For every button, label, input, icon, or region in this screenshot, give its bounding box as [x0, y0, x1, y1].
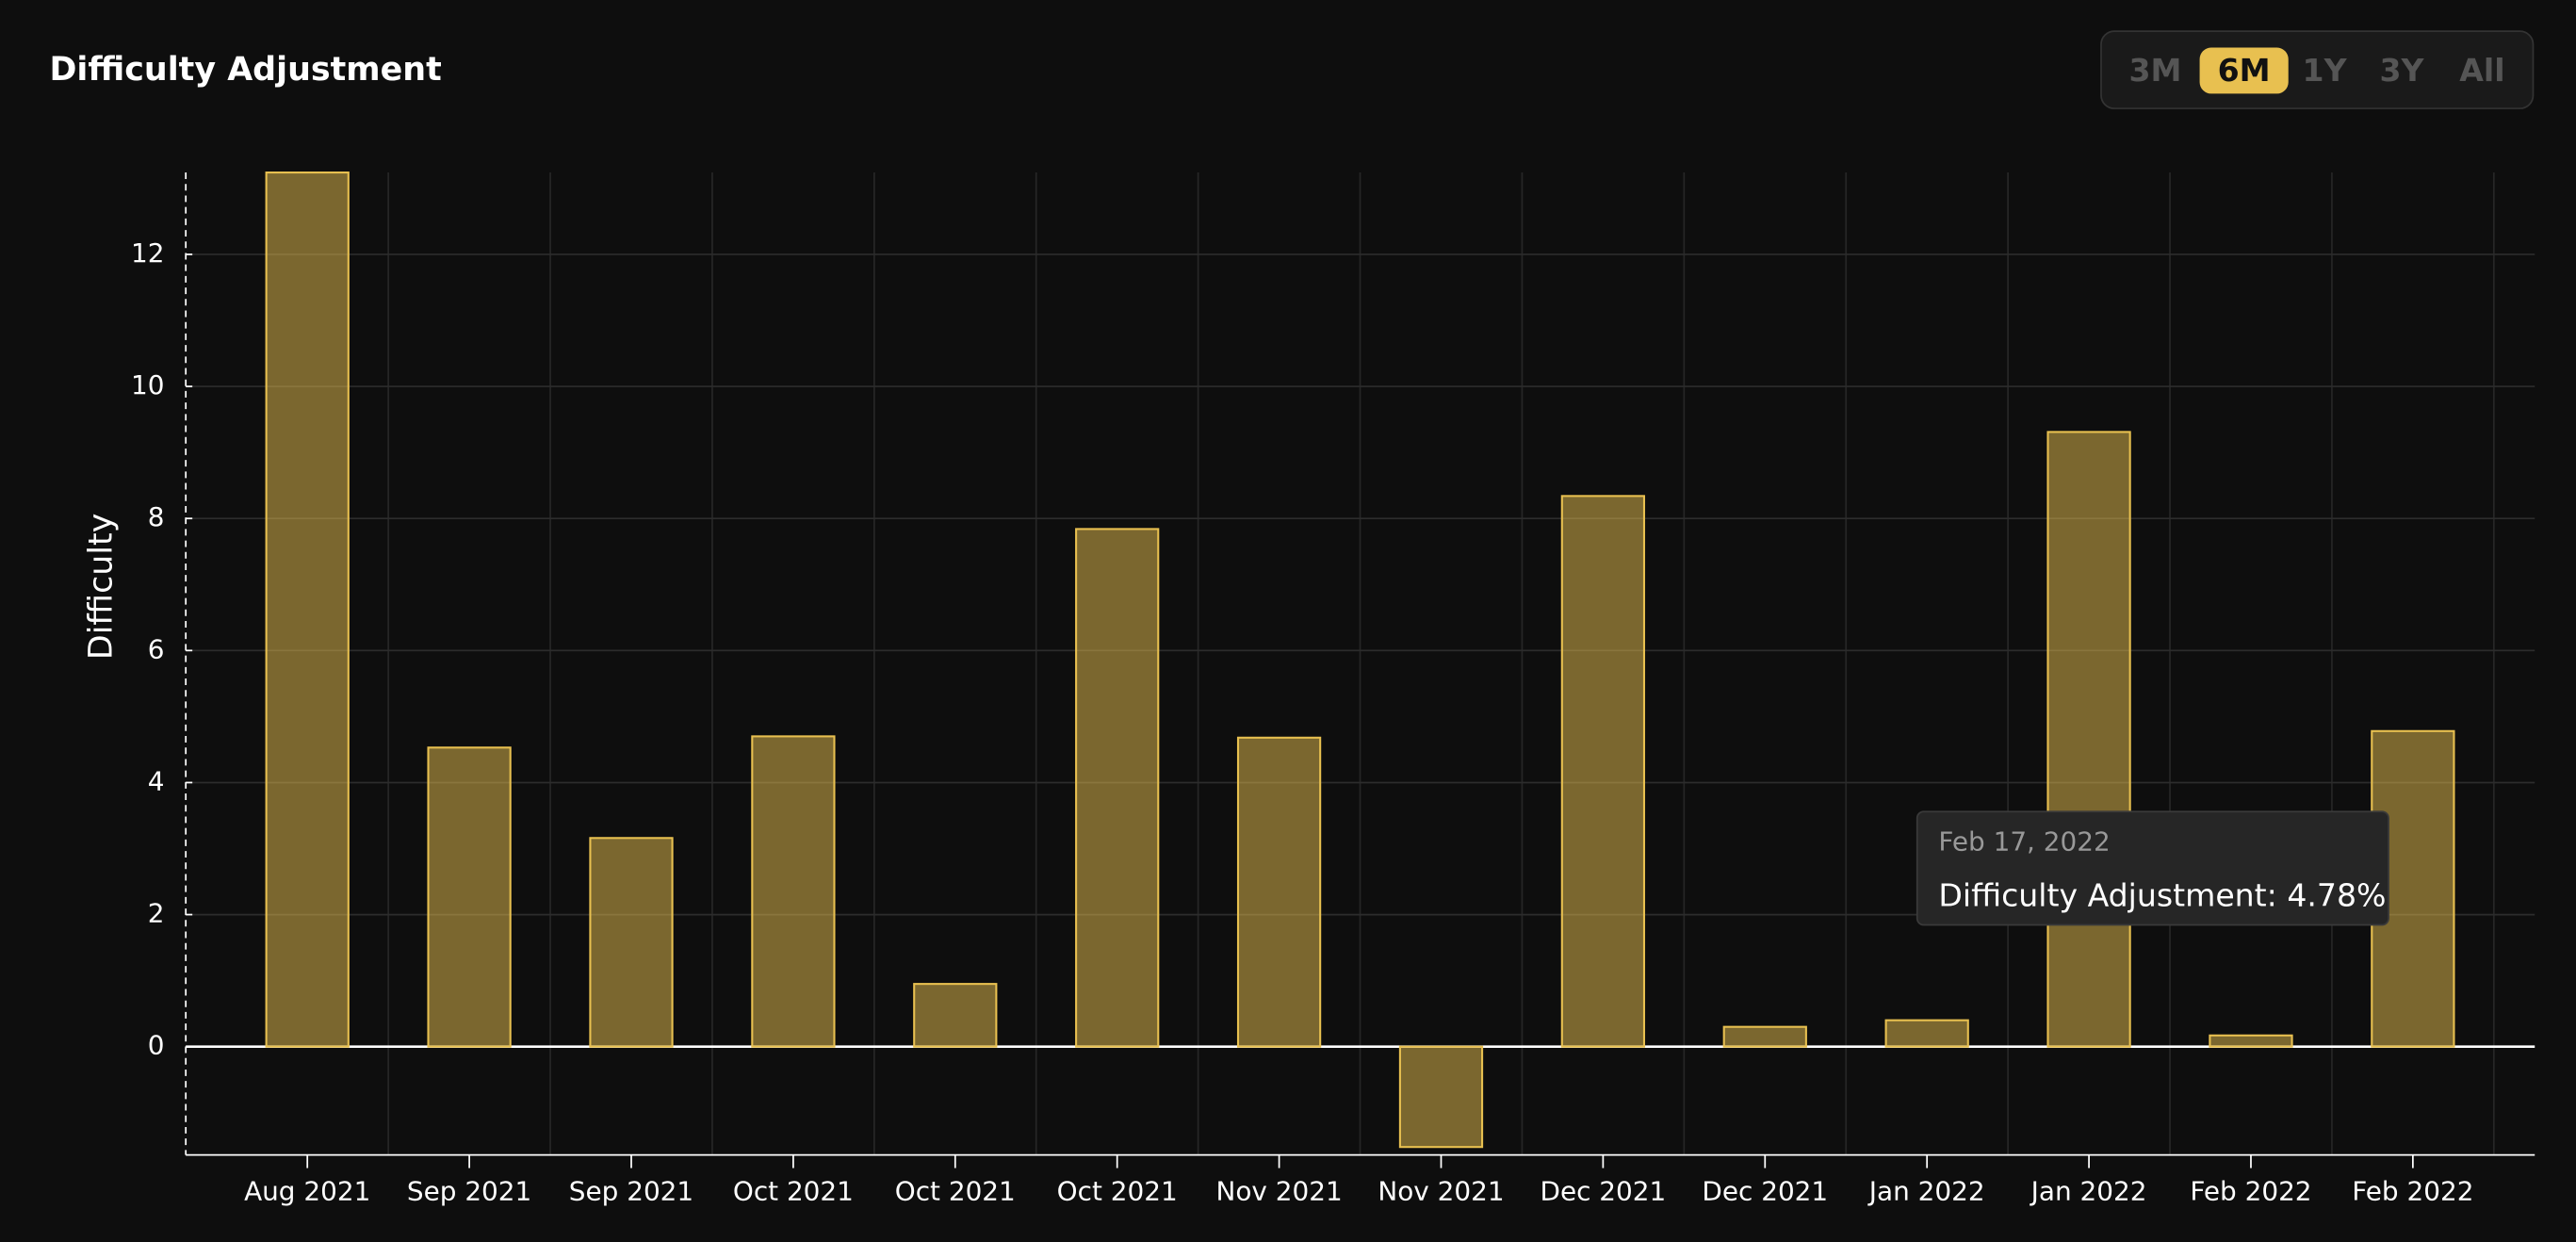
range-button[interactable]: 6M	[2218, 52, 2271, 89]
x-tick-label: Nov 2021	[1378, 1176, 1504, 1207]
y-tick-label: 12	[131, 237, 164, 269]
tooltip-text: Difficulty Adjustment: 4.78%	[1938, 876, 2386, 913]
x-tick-label: Feb 2022	[2352, 1176, 2473, 1207]
x-tick-label: Oct 2021	[733, 1176, 854, 1207]
y-tick-label: 6	[148, 633, 165, 664]
bar[interactable]	[2046, 431, 2131, 1048]
y-tick-label: 2	[148, 898, 165, 929]
range-button[interactable]: 3Y	[2380, 52, 2425, 89]
bar[interactable]	[589, 837, 674, 1048]
x-tick-label: Oct 2021	[895, 1176, 1016, 1207]
range-button[interactable]: 1Y	[2303, 52, 2348, 89]
bar[interactable]	[1075, 528, 1160, 1048]
x-tick-label: Dec 2021	[1541, 1176, 1667, 1207]
range-button[interactable]: All	[2459, 52, 2504, 89]
tooltip-date: Feb 17, 2022	[1938, 825, 2110, 857]
x-tick-label: Sep 2021	[407, 1176, 531, 1207]
x-tick-label: Jan 2022	[2030, 1176, 2147, 1207]
x-tick-label: Dec 2021	[1702, 1176, 1828, 1207]
x-tick-label: Sep 2021	[569, 1176, 693, 1207]
tooltip: Feb 17, 2022 Difficulty Adjustment: 4.78…	[1916, 810, 2389, 926]
y-axis-label: Difficulty	[82, 514, 120, 660]
active-range-bg[interactable]	[2199, 47, 2289, 94]
title: Difficulty Adjustment	[49, 51, 441, 89]
bar[interactable]	[2209, 1034, 2293, 1048]
x-tick-label: Jan 2022	[1867, 1176, 1985, 1207]
y-tick-label: 10	[131, 369, 164, 400]
bar[interactable]	[1722, 1025, 1807, 1048]
x-tick-label: Nov 2021	[1215, 1176, 1342, 1207]
bar[interactable]	[1560, 495, 1646, 1048]
y-tick-label: 0	[148, 1030, 165, 1061]
x-tick-label: Oct 2021	[1057, 1176, 1178, 1207]
bar[interactable]	[751, 735, 836, 1048]
y-tick-label: 8	[148, 501, 165, 532]
bar[interactable]	[427, 746, 512, 1048]
y-tick-label: 4	[148, 765, 165, 796]
tooltip-box	[1916, 810, 2389, 926]
bar[interactable]	[1884, 1019, 1969, 1048]
x-tick-label: Feb 2022	[2190, 1176, 2311, 1207]
bar[interactable]	[913, 983, 998, 1048]
bar[interactable]	[1236, 736, 1322, 1048]
x-tick-label: Aug 2021	[244, 1176, 370, 1207]
range-button[interactable]: 3M	[2129, 52, 2182, 89]
bar[interactable]	[1398, 1045, 1484, 1149]
bar[interactable]	[265, 172, 350, 1048]
